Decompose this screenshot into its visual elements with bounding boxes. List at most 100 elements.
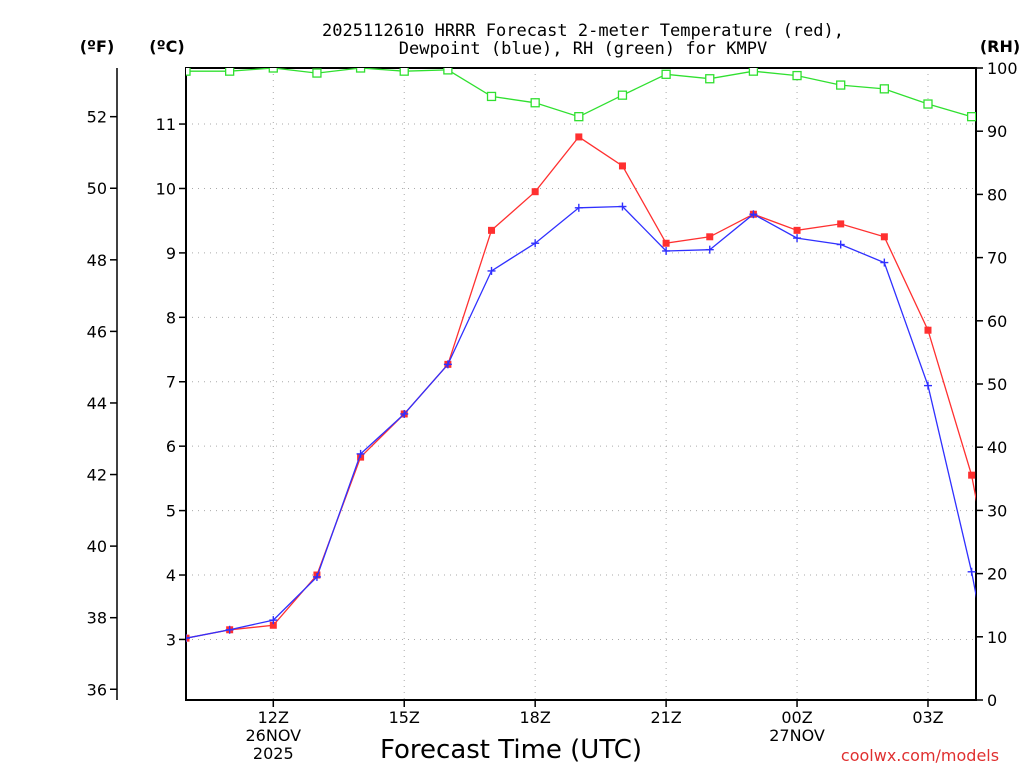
celsius-tick-label: 9 bbox=[166, 244, 176, 263]
dewpoint-point bbox=[225, 625, 234, 634]
x-tick-label: 00Z bbox=[781, 708, 812, 727]
axes: 36 38 40 42 44 46 48 50 52 3 4 5 6 7 8 9 10 11 0 10 20 30 40 50… bbox=[87, 59, 1018, 710]
x-tick-label: 03Z bbox=[912, 708, 943, 727]
dewpoint-point bbox=[880, 258, 889, 267]
rh-point bbox=[1011, 124, 1019, 132]
dewpoint-point bbox=[356, 449, 365, 458]
rh-point bbox=[792, 70, 802, 81]
fahrenheit-tick-label: 48 bbox=[87, 251, 107, 270]
dewpoint-point bbox=[443, 360, 452, 369]
rh-point bbox=[530, 98, 540, 108]
rh-tick-label: 100 bbox=[987, 59, 1018, 78]
gridlines bbox=[186, 68, 976, 700]
celsius-tick-label: 10 bbox=[156, 179, 176, 198]
celsius-tick-label: 5 bbox=[166, 502, 176, 521]
rh-point bbox=[661, 69, 671, 79]
chart-title-line2: Dewpoint (blue), RH (green) for KMPV bbox=[399, 39, 767, 59]
temperature-point bbox=[488, 226, 496, 234]
rh-tick-label: 20 bbox=[987, 565, 1007, 584]
temperature-point bbox=[662, 239, 670, 247]
dewpoint-point bbox=[836, 240, 845, 249]
rh-point bbox=[399, 68, 409, 76]
rh-point bbox=[574, 112, 584, 122]
temperature-point bbox=[531, 188, 539, 196]
fahrenheit-tick-label: 36 bbox=[87, 680, 107, 699]
celsius-unit-label: (ºC) bbox=[149, 37, 184, 56]
rh-point bbox=[879, 84, 889, 94]
x-tick-label: 15Z bbox=[389, 708, 420, 727]
chart-title-line1: 2025112610 HRRR Forecast 2-meter Tempera… bbox=[322, 21, 844, 41]
rh-unit-label: (RH) bbox=[980, 37, 1020, 56]
fahrenheit-tick-label: 40 bbox=[87, 537, 107, 556]
x-tick-label: 27NOV bbox=[769, 726, 825, 745]
rh-point bbox=[617, 90, 628, 100]
dewpoint-point bbox=[662, 246, 671, 255]
rh-point bbox=[486, 91, 497, 102]
rh-point bbox=[312, 68, 322, 78]
rh-point bbox=[748, 68, 759, 76]
rh-point bbox=[268, 68, 278, 73]
rh-tick-label: 50 bbox=[987, 375, 1007, 394]
rh-tick-label: 80 bbox=[987, 185, 1007, 204]
fahrenheit-tick-label: 50 bbox=[87, 179, 107, 198]
celsius-tick-label: 11 bbox=[156, 115, 176, 134]
x-axis-label: Forecast Time (UTC) bbox=[380, 735, 642, 765]
temperature-point bbox=[269, 621, 277, 629]
rh-tick-label: 10 bbox=[987, 628, 1007, 647]
series-line-dewpoint bbox=[186, 205, 976, 639]
celsius-tick-label: 8 bbox=[166, 308, 176, 327]
temperature-point bbox=[618, 162, 626, 170]
rh-tick-label: 30 bbox=[987, 501, 1007, 520]
rh-tick-label: 60 bbox=[987, 312, 1007, 331]
dewpoint-point bbox=[400, 409, 409, 418]
dewpoint-point bbox=[793, 234, 802, 243]
plot-series bbox=[186, 68, 1019, 707]
series-line-temperature bbox=[186, 136, 976, 639]
dewpoint-point bbox=[574, 203, 583, 212]
temperature-point bbox=[968, 471, 976, 479]
x-tick-label: 2025 bbox=[253, 744, 294, 763]
rh-tick-label: 90 bbox=[987, 122, 1007, 141]
dewpoint-point bbox=[487, 266, 496, 275]
rh-point bbox=[966, 112, 976, 122]
temperature-point bbox=[880, 233, 888, 241]
rh-point bbox=[923, 99, 933, 109]
temperature-point bbox=[793, 226, 801, 234]
temperature-point bbox=[706, 233, 714, 241]
rh-point bbox=[186, 68, 191, 76]
dewpoint-point bbox=[967, 567, 976, 576]
x-tick-label: 12Z bbox=[258, 708, 289, 727]
dewpoint-point bbox=[923, 381, 932, 390]
x-tick-label: 18Z bbox=[520, 708, 551, 727]
rh-point bbox=[224, 68, 235, 76]
celsius-tick-label: 3 bbox=[166, 630, 176, 649]
fahrenheit-tick-label: 52 bbox=[87, 108, 107, 127]
rh-point bbox=[355, 68, 366, 73]
temperature-point bbox=[837, 220, 845, 228]
dewpoint-point bbox=[749, 210, 758, 219]
temperature-point bbox=[924, 326, 932, 334]
rh-point bbox=[443, 68, 453, 75]
dewpoint-point bbox=[531, 239, 540, 248]
series-line-rh bbox=[186, 68, 976, 119]
dewpoint-point bbox=[269, 616, 278, 625]
plot-frame bbox=[185, 67, 977, 701]
dewpoint-point bbox=[186, 634, 190, 643]
temperature-point bbox=[1012, 700, 1019, 707]
rh-tick-label: 40 bbox=[987, 438, 1007, 457]
rh-tick-label: 0 bbox=[987, 691, 997, 710]
fahrenheit-unit-label: (ºF) bbox=[80, 37, 115, 56]
celsius-tick-label: 7 bbox=[166, 373, 176, 392]
rh-point bbox=[836, 80, 846, 90]
x-tick-label: 26NOV bbox=[245, 726, 301, 745]
credit-text: coolwx.com/models bbox=[841, 746, 999, 765]
fahrenheit-tick-label: 38 bbox=[87, 609, 107, 628]
fahrenheit-tick-label: 44 bbox=[87, 394, 107, 413]
temperature-point bbox=[575, 133, 583, 141]
x-tick-label: 21Z bbox=[650, 708, 681, 727]
celsius-tick-label: 6 bbox=[166, 437, 176, 456]
fahrenheit-tick-label: 46 bbox=[87, 322, 107, 341]
fahrenheit-tick-label: 42 bbox=[87, 466, 107, 485]
rh-point bbox=[705, 74, 715, 84]
